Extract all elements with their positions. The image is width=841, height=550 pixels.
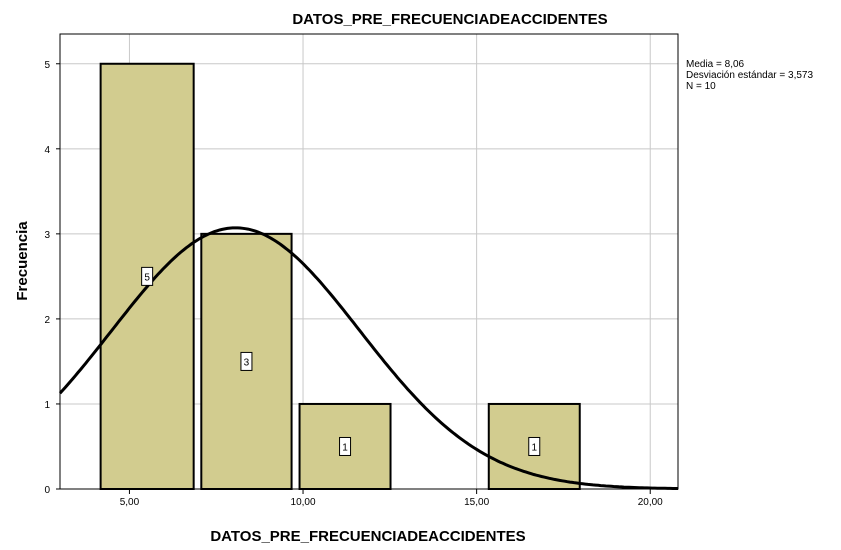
y-tick-label-0: 0 (44, 485, 50, 496)
bar-count-labels: 5 3 1 1 (141, 266, 541, 456)
x-tick-label-0: 5,00 (120, 497, 140, 508)
stat-n: N = 10 (686, 81, 716, 92)
normal-curve (58, 226, 678, 490)
y-tick-label-2: 2 (44, 315, 50, 326)
plot-frame (59, 33, 679, 490)
x-axis-ticks: 5,00 10,00 15,00 20,00 (120, 489, 663, 508)
y-axis-ticks: 0 1 2 3 4 5 (44, 60, 60, 496)
y-tick-label-5: 5 (44, 60, 50, 71)
y-tick-label-3: 3 (44, 230, 50, 241)
y-tick-label-4: 4 (44, 145, 50, 156)
x-tick-label-3: 20,00 (638, 497, 663, 508)
y-tick-label-1: 1 (44, 400, 50, 411)
bar-label-3: 1 (531, 442, 537, 453)
y-axis-label: Frecuencia (14, 221, 31, 301)
x-axis-label: DATOS_PRE_FRECUENCIADEACCIDENTES (210, 528, 525, 545)
stat-sd: Desviación estándar = 3,573 (686, 70, 814, 81)
bar-label-1: 3 (244, 357, 250, 368)
x-tick-label-1: 10,00 (291, 497, 316, 508)
bar-label-box-3 (528, 436, 541, 456)
bars (99, 62, 581, 491)
x-tick-label-2: 15,00 (464, 497, 489, 508)
bar-label-box-0 (141, 266, 154, 286)
bar-label-box-2 (339, 436, 352, 456)
bar-label-box-1 (240, 351, 253, 371)
chart-title: DATOS_PRE_FRECUENCIADEACCIDENTES (292, 11, 607, 28)
bar-label-0: 5 (144, 272, 150, 283)
bar-label-2: 1 (342, 442, 348, 453)
statistics-box: Media = 8,06 Desviación estándar = 3,573… (686, 59, 813, 92)
stat-mean: Media = 8,06 (686, 59, 745, 70)
